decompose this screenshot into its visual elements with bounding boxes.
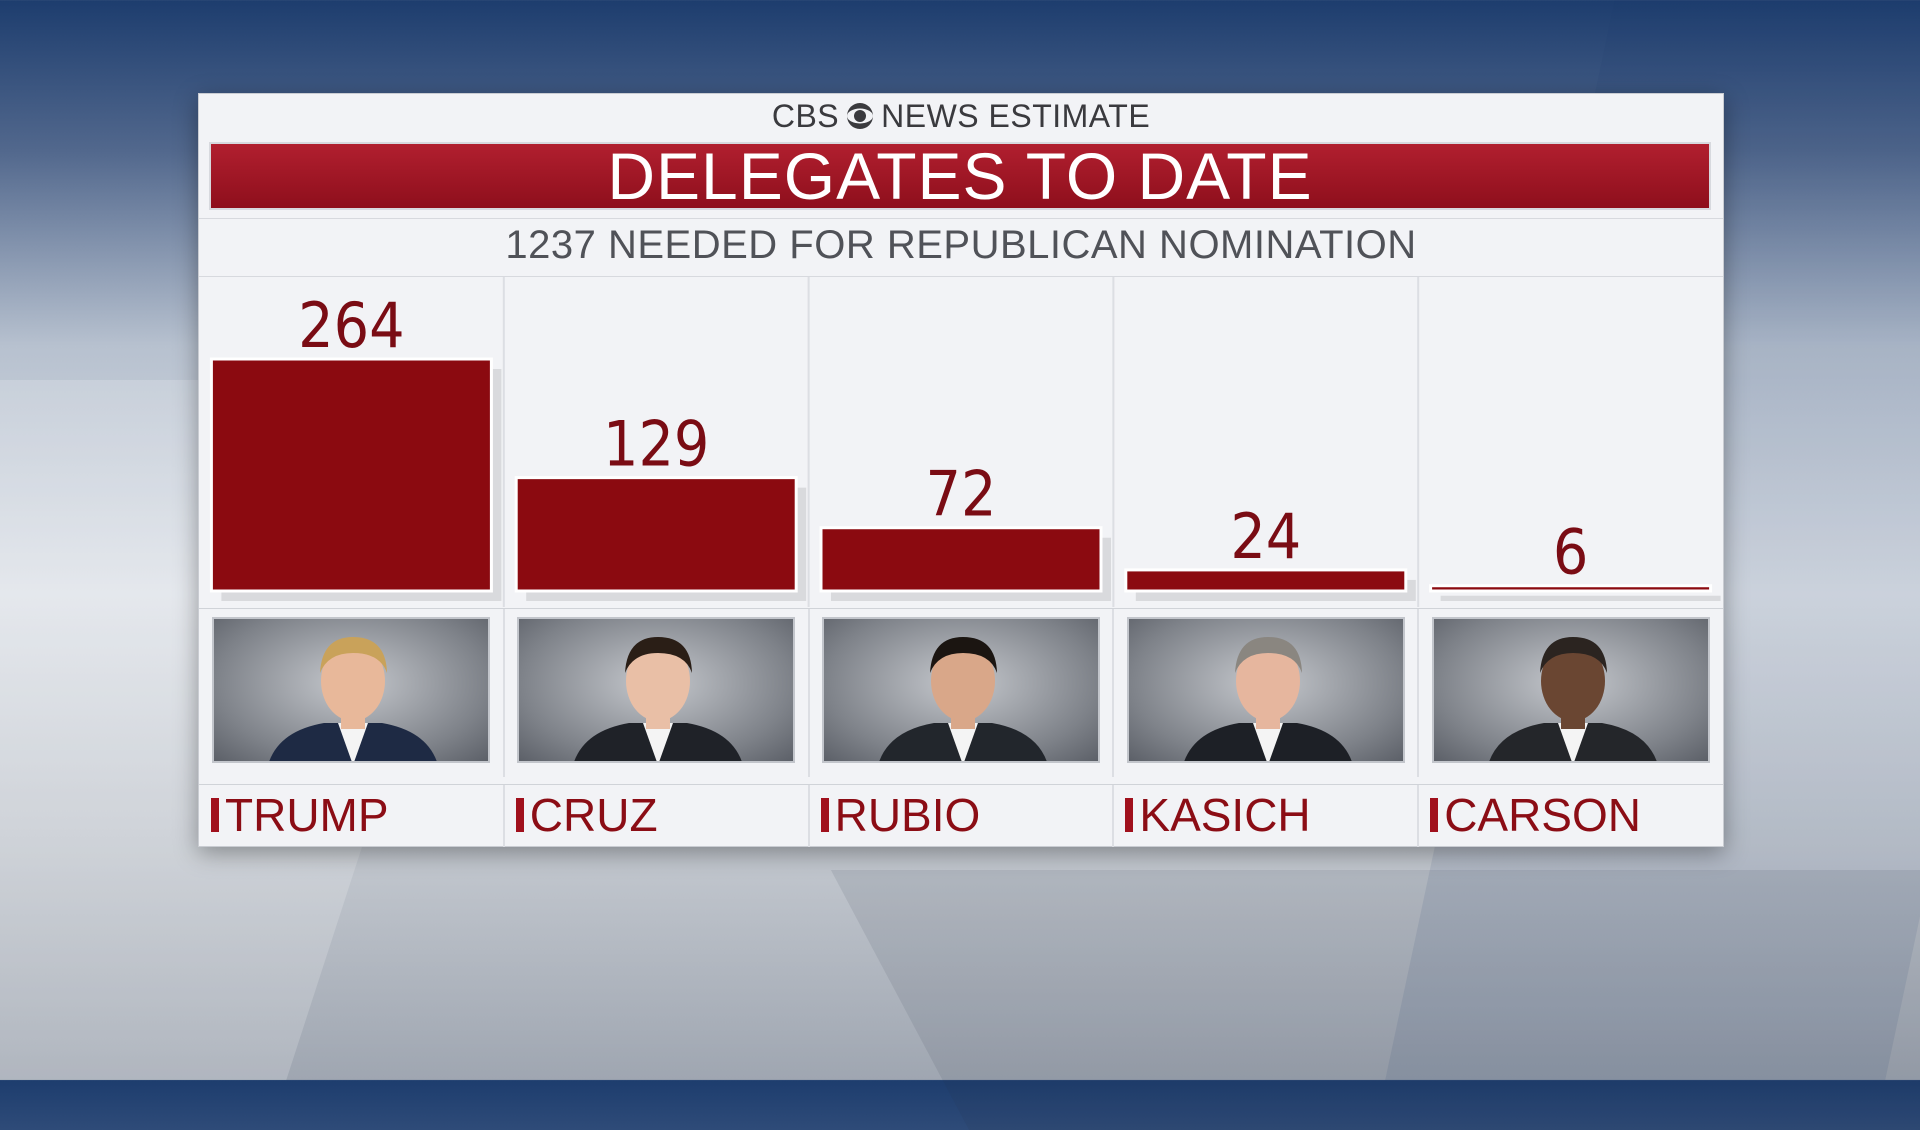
column-divider xyxy=(807,609,810,777)
candidate-name-text: CRUZ xyxy=(529,789,658,841)
candidate-name-cruz: CRUZ xyxy=(515,789,658,841)
bar-cruz xyxy=(514,476,798,593)
cruz-portrait xyxy=(517,617,796,763)
bar-kasich xyxy=(1124,568,1408,593)
column-divider xyxy=(502,785,505,847)
column-divider xyxy=(1417,609,1420,777)
column-divider xyxy=(807,277,810,607)
candidate-name-text: RUBIO xyxy=(834,789,981,841)
carson-portrait xyxy=(1431,617,1710,763)
name-marker xyxy=(1125,798,1134,832)
bar-trump xyxy=(209,357,493,593)
name-marker xyxy=(820,798,829,832)
column-divider xyxy=(1417,785,1420,847)
data-label-cruz: 129 xyxy=(603,408,709,481)
data-label-kasich: 24 xyxy=(1230,500,1301,573)
trump-portrait xyxy=(212,617,491,763)
name-row: TRUMP CRUZ RUBIO KASICH CARSON xyxy=(199,784,1723,847)
title-banner: DELEGATES TO DATE xyxy=(209,139,1711,213)
column-divider xyxy=(1112,785,1115,847)
bar-shadow xyxy=(1440,595,1721,601)
name-marker xyxy=(515,798,524,832)
candidate-name-trump: TRUMP xyxy=(211,789,389,841)
candidate-name-text: CARSON xyxy=(1444,789,1641,841)
name-marker xyxy=(211,798,219,832)
estimate-label: NEWS ESTIMATE xyxy=(881,97,1151,134)
candidate-name-carson: CARSON xyxy=(1430,789,1641,841)
bar-rubio xyxy=(819,526,1103,593)
data-label-rubio: 72 xyxy=(926,458,997,531)
candidate-name-text: TRUMP xyxy=(225,789,389,841)
chart-title: DELEGATES TO DATE xyxy=(607,139,1313,213)
photo-row xyxy=(199,608,1723,777)
plot-area: 264 129 72 24 6 xyxy=(199,276,1723,607)
name-marker xyxy=(1430,798,1439,832)
kasich-portrait xyxy=(1126,617,1405,763)
bar-chart: 264 129 72 24 6 xyxy=(209,277,1721,607)
column-divider xyxy=(1417,277,1420,607)
network-label: CBS xyxy=(771,97,840,134)
column-divider xyxy=(502,277,505,607)
delegate-graphic-panel: CBS NEWS ESTIMATE DELEGATES TO DATE 1237… xyxy=(198,93,1724,847)
column-divider xyxy=(807,785,810,847)
estimate-header: CBS NEWS ESTIMATE xyxy=(199,96,1723,136)
data-label-carson: 6 xyxy=(1553,516,1588,589)
chart-subtitle: 1237 NEEDED FOR REPUBLICAN NOMINATION xyxy=(199,218,1723,271)
data-label-trump: 264 xyxy=(298,289,404,362)
candidate-name-text: KASICH xyxy=(1139,789,1311,841)
candidate-name-rubio: RUBIO xyxy=(820,789,981,841)
column-divider xyxy=(502,609,505,777)
column-divider xyxy=(1112,277,1115,607)
bar-carson xyxy=(1429,584,1713,593)
rubio-portrait xyxy=(822,617,1100,763)
column-divider xyxy=(1112,609,1115,777)
candidate-name-kasich: KASICH xyxy=(1125,789,1311,841)
cbs-eye-icon xyxy=(847,103,874,129)
